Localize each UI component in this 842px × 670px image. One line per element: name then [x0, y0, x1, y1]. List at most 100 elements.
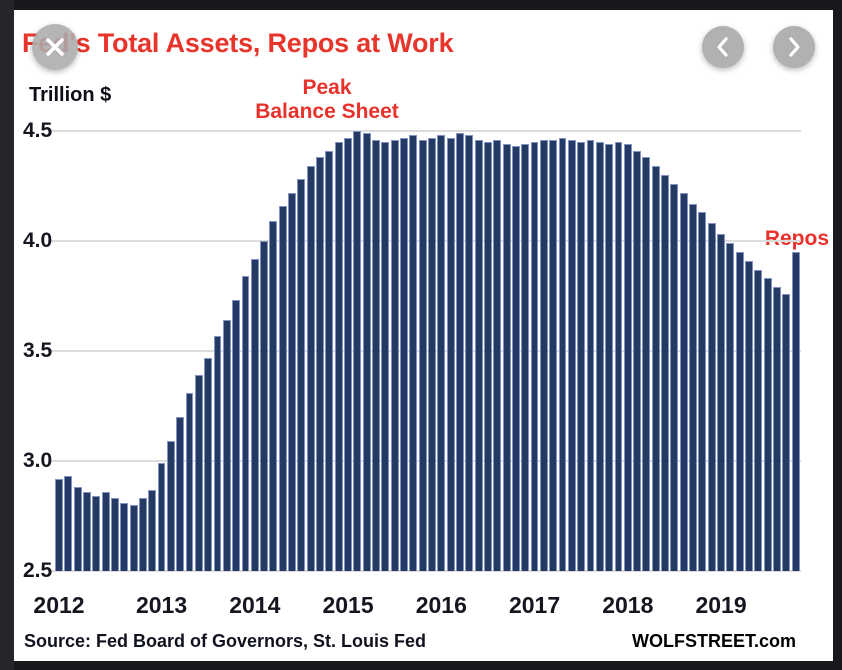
bar [782, 293, 791, 571]
bar [437, 135, 446, 571]
bar [651, 166, 660, 571]
bar [204, 357, 213, 571]
close-button[interactable] [32, 24, 78, 70]
bar [735, 252, 744, 571]
bar [661, 175, 670, 571]
bar [623, 144, 632, 571]
bar [670, 183, 679, 571]
x-tick-label: 2017 [508, 592, 561, 618]
bar [586, 139, 595, 571]
next-button[interactable] [773, 26, 815, 68]
bar [679, 192, 688, 571]
close-icon [46, 38, 64, 56]
bar [64, 476, 73, 571]
x-tick-label: 2013 [135, 592, 188, 618]
bar [689, 203, 697, 571]
bar [558, 137, 567, 571]
bar [92, 496, 101, 571]
bar [502, 144, 511, 571]
bar [306, 166, 315, 571]
bar [176, 417, 185, 571]
bar [539, 139, 548, 571]
bar [428, 137, 436, 571]
chevron-right-icon [789, 37, 800, 57]
annotation-peak-line2: Balance Sheet [255, 100, 399, 123]
bar [73, 487, 82, 571]
x-tick-label: 2014 [229, 592, 281, 618]
bar [595, 142, 604, 571]
bar [288, 192, 297, 571]
bar [455, 133, 464, 571]
bar [194, 375, 203, 571]
bar [334, 142, 343, 571]
prev-button[interactable] [702, 26, 744, 68]
bar [483, 142, 492, 571]
bar [362, 133, 371, 571]
bar [418, 139, 427, 571]
annotation-repos: Repos [764, 227, 829, 250]
bar [250, 258, 259, 571]
bar [605, 144, 614, 571]
bar [530, 142, 539, 571]
bar [511, 146, 520, 571]
bar [185, 392, 194, 571]
x-tick-label: 2012 [33, 592, 85, 618]
bar [614, 142, 623, 571]
bar [409, 135, 418, 571]
bar [213, 335, 222, 571]
annotation-peak-line1: Peak [302, 76, 352, 99]
bar [82, 491, 91, 571]
bar [567, 139, 576, 571]
bar [138, 498, 147, 571]
bar [110, 498, 119, 571]
bar [157, 463, 166, 571]
bar [55, 478, 63, 571]
chevron-left-icon [717, 37, 728, 57]
x-tick-label: 2015 [322, 592, 374, 618]
x-tick-label: 2016 [415, 592, 467, 618]
bar [222, 320, 231, 571]
bar [446, 137, 455, 571]
y-axis-title: Trillion $ [29, 84, 112, 106]
bar [465, 135, 474, 571]
x-tick-label: 2019 [695, 592, 747, 618]
bar [260, 241, 269, 571]
chart-card: Fed's Total Assets, Repos at Work Trilli… [14, 10, 833, 661]
gridline [48, 130, 801, 132]
bar [372, 139, 380, 571]
chart-title: Fed's Total Assets, Repos at Work [22, 28, 454, 58]
annotation-peak: Peak Balance Sheet [255, 76, 399, 124]
bar [120, 502, 129, 571]
bar [241, 276, 250, 571]
bar [633, 150, 642, 571]
bar [166, 441, 175, 571]
bar [726, 243, 735, 571]
bar [297, 179, 306, 571]
bar [698, 212, 707, 571]
bar [381, 142, 390, 571]
bar [344, 137, 352, 571]
bar [717, 234, 725, 571]
bar [642, 157, 651, 571]
plot-area [48, 130, 801, 572]
bar [474, 139, 483, 571]
bar-repo-spike [791, 252, 800, 571]
bar [707, 223, 716, 571]
bar [521, 144, 530, 571]
bar [400, 137, 408, 571]
bar [754, 269, 763, 571]
bar [763, 278, 772, 571]
bar [390, 139, 399, 571]
bar [353, 131, 362, 571]
bar [325, 150, 334, 571]
brand-wolfstreet: WOLFSTREET.com [631, 631, 796, 651]
bar [232, 300, 241, 571]
bar [148, 489, 157, 571]
bar [577, 142, 586, 571]
bar [129, 505, 138, 571]
bar [278, 205, 287, 571]
gridline [48, 570, 801, 572]
bar [101, 491, 110, 571]
bar [773, 287, 781, 571]
